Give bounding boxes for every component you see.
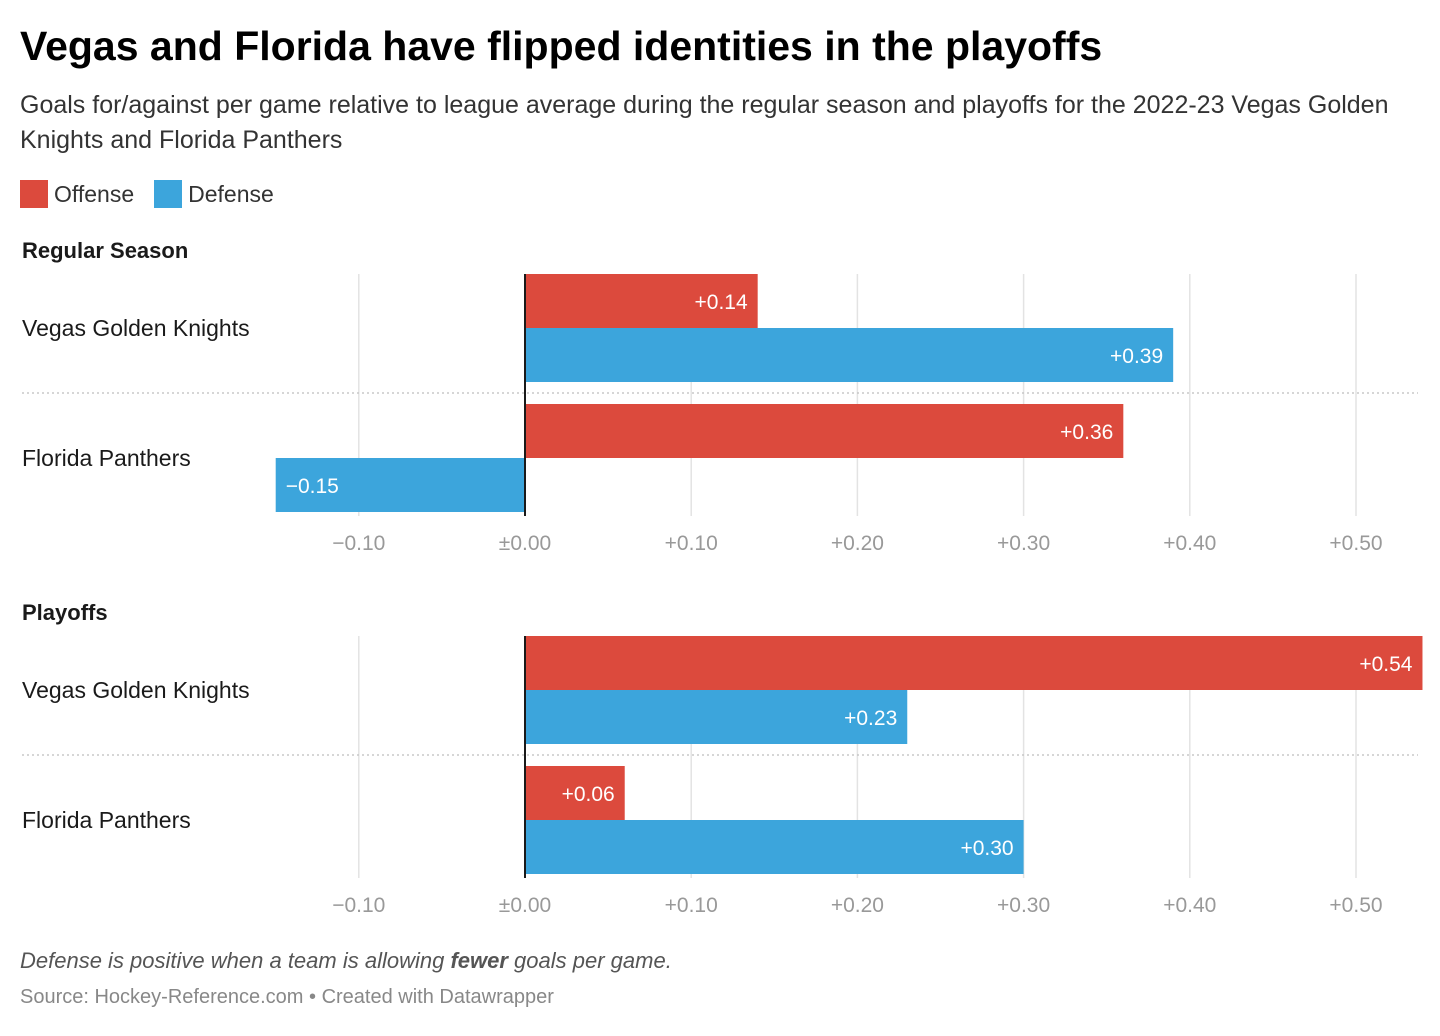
x-tick-label: +0.50 — [1329, 532, 1382, 555]
legend-label-defense: Defense — [188, 180, 274, 207]
bar-chart: Regular Season −0.10 ±0.00 +0.10 +0.20 +0.30 +… — [22, 238, 1423, 917]
legend-label-offense: Offense — [54, 180, 135, 207]
footnote-text-end: goals per game. — [507, 948, 672, 973]
source-credit: Source: Hockey-Reference.com • Created w… — [20, 986, 554, 1008]
bar-value-label: +0.06 — [562, 783, 615, 806]
bar-defense — [525, 328, 1174, 382]
x-tick-label: +0.10 — [665, 894, 718, 917]
x-tick-label: +0.10 — [665, 532, 718, 555]
x-tick-label: +0.30 — [997, 532, 1050, 555]
bar-offense — [525, 274, 758, 328]
x-tick-label: +0.30 — [997, 894, 1050, 917]
bar-defense — [525, 690, 908, 744]
legend-item-offense: Offense — [20, 180, 134, 208]
panel-title: Playoffs — [22, 600, 108, 625]
bar-value-label: +0.30 — [960, 837, 1013, 860]
bar-value-label: +0.54 — [1359, 653, 1412, 676]
footnote-emphasis: fewer — [450, 948, 508, 973]
x-tick-label: +0.20 — [831, 532, 884, 555]
legend-swatch-defense — [154, 180, 183, 208]
x-tick-label: ±0.00 — [499, 894, 551, 917]
bar-defense — [275, 458, 525, 512]
legend: Offense Defense — [20, 180, 294, 208]
x-tick-label: ±0.00 — [499, 532, 551, 555]
x-tick-label: +0.40 — [1163, 894, 1216, 917]
footnote-text-start: Defense is positive when a team is allow… — [20, 948, 451, 973]
row-label: Florida Panthers — [22, 807, 191, 833]
bar-value-label: +0.23 — [844, 707, 897, 730]
bar-defense — [525, 820, 1024, 874]
bar-value-label: −0.15 — [286, 475, 339, 498]
x-tick-label: −0.10 — [332, 532, 385, 555]
bar-value-label: +0.36 — [1060, 421, 1113, 444]
footnote: Defense is positive when a team is allow… — [20, 948, 672, 974]
legend-item-defense: Defense — [154, 180, 274, 208]
x-tick-label: −0.10 — [332, 894, 385, 917]
chart-subtitle: Goals for/against per game relative to l… — [20, 91, 1389, 154]
row-label: Florida Panthers — [22, 445, 191, 471]
bar-offense — [525, 766, 625, 820]
bar-value-label: +0.14 — [695, 291, 748, 314]
row-label: Vegas Golden Knights — [22, 677, 250, 703]
panel-title: Regular Season — [22, 238, 188, 263]
row-label: Vegas Golden Knights — [22, 315, 250, 341]
bar-offense — [525, 636, 1423, 690]
x-tick-label: +0.20 — [831, 894, 884, 917]
chart-title: Vegas and Florida have flipped identitie… — [20, 23, 1103, 69]
bar-offense — [525, 404, 1124, 458]
bar-value-label: +0.39 — [1110, 345, 1163, 368]
legend-swatch-offense — [20, 180, 48, 208]
x-tick-label: +0.50 — [1329, 894, 1382, 917]
x-tick-label: +0.40 — [1163, 532, 1216, 555]
